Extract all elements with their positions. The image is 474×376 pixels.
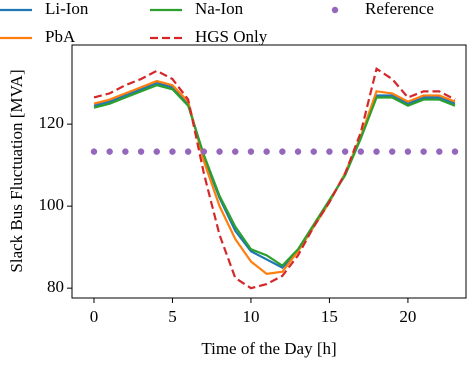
y-axis-label: Slack Bus Fluctuation [MVA] (7, 69, 26, 272)
reference-dot (106, 148, 113, 155)
reference-dot (153, 148, 160, 155)
plot-frame (71, 44, 467, 299)
x-axis-label: Time of the Day [h] (201, 339, 336, 358)
x-tick-label: 20 (399, 307, 416, 326)
series-line (93, 84, 456, 268)
series-line (93, 79, 456, 275)
y-tick-label: 80 (47, 277, 64, 296)
reference-dot (279, 148, 286, 155)
reference-dot (389, 148, 396, 155)
reference-dot (451, 148, 459, 155)
reference-dot (326, 148, 333, 155)
legend-label: Reference (365, 0, 434, 18)
x-tick-label: 15 (321, 307, 338, 326)
legend-label: Li-Ion (45, 0, 89, 18)
reference-dot (184, 148, 192, 155)
reference-dot (232, 148, 239, 155)
x-tick-label: 10 (242, 307, 259, 326)
reference-dot (373, 148, 380, 155)
reference-dot (122, 148, 129, 155)
legend-label: HGS Only (195, 27, 268, 46)
reference-dot (169, 148, 176, 155)
y-tick-label: 100 (39, 195, 65, 214)
reference-dot (420, 148, 427, 155)
x-tick-label: 0 (90, 307, 99, 326)
reference-dot (137, 148, 145, 155)
reference-dot (90, 148, 98, 155)
reference-dot (263, 148, 270, 155)
reference-dot (294, 148, 302, 155)
reference-dot (436, 148, 443, 155)
reference-dot (341, 148, 349, 155)
reference-dot (357, 148, 365, 155)
reference-dot (404, 148, 412, 155)
x-tick-label: 5 (168, 307, 177, 326)
legend-label: PbA (45, 27, 76, 46)
legend-swatch (331, 6, 339, 14)
series-line (93, 67, 456, 290)
reference-dot (247, 148, 255, 155)
series-line (93, 81, 456, 270)
reference-dot (216, 148, 223, 155)
legend-label: Na-Ion (195, 0, 244, 18)
reference-dot (310, 148, 317, 155)
y-tick-label: 120 (39, 113, 65, 132)
reference-dot (200, 148, 208, 155)
